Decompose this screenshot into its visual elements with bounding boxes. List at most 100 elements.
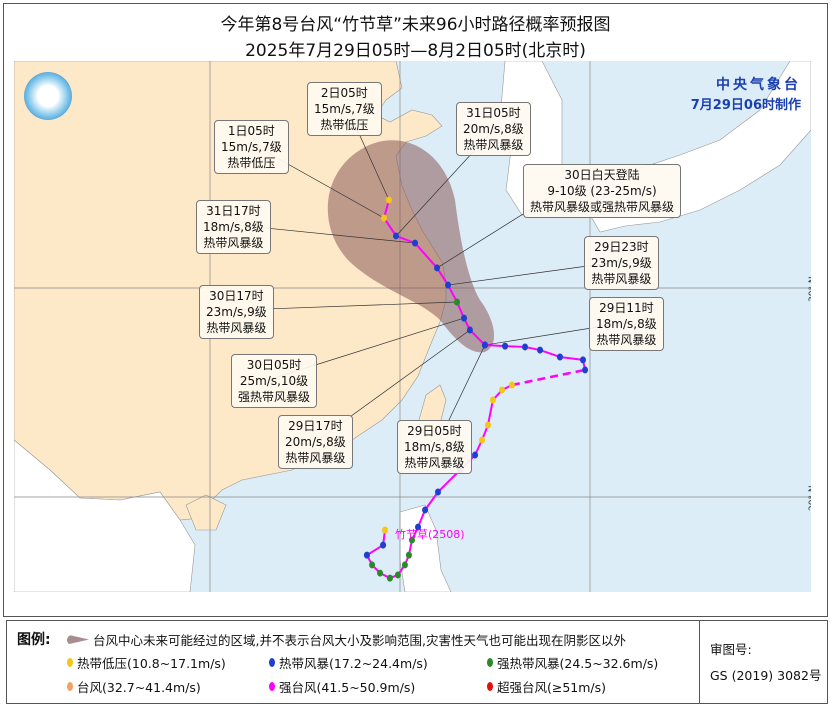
lat-tick-label: 30° N <box>808 276 811 302</box>
track-segment <box>414 242 438 269</box>
track-point <box>479 436 486 444</box>
leader-line <box>238 301 458 311</box>
map-subtitle: 2025年7月29日05时—8月2日05时(北京时) <box>245 41 586 61</box>
label-line: 30日17时 <box>209 289 264 303</box>
track-point <box>422 506 429 514</box>
label-line: 29日05时 <box>407 424 462 438</box>
forecast-point-label: 29日11时 18m/s,8级 热带风暴级 <box>589 297 664 351</box>
track-point <box>502 342 509 350</box>
label-line: 15m/s,7级 <box>314 102 375 116</box>
forecast-point-label: 30日05时 25m/s,10级 强热带风暴级 <box>231 354 318 408</box>
track-segment <box>366 544 384 556</box>
track-point <box>466 326 473 334</box>
track-point <box>454 298 460 306</box>
track-point <box>582 366 589 374</box>
label-line: 热带低压 <box>320 118 369 132</box>
track-point <box>484 421 491 429</box>
track-point <box>537 346 544 354</box>
label-line: 31日17时 <box>206 204 261 218</box>
track-segment <box>539 349 561 358</box>
southeast-asia-land <box>14 439 196 592</box>
forecast-point-label: 31日17时 18m/s,8级 热带风暴级 <box>196 200 271 254</box>
typhoon-name-label: 竹节草(2508) <box>395 528 465 541</box>
cone-swatch-icon <box>67 634 89 645</box>
track-point <box>445 281 452 289</box>
label-line: 强热带风暴级 <box>238 390 311 404</box>
intensity-dot-icon <box>67 658 73 667</box>
label-line: 31日05时 <box>466 106 521 120</box>
forecast-point-label: 2日05时 15m/s,7级 热带低压 <box>307 82 382 136</box>
legend-item: 热带低压(10.8~17.1m/s) <box>67 653 226 672</box>
legend-item: 台风(32.7~41.4m/s) <box>67 677 201 696</box>
track-point <box>401 561 408 569</box>
label-line: 23m/s,9级 <box>206 305 267 319</box>
label-line: 20m/s,8级 <box>285 435 346 449</box>
track-point <box>369 561 376 569</box>
label-line: 热带风暴级 <box>596 333 657 347</box>
intensity-dot-icon <box>269 682 275 691</box>
track-segment <box>383 217 397 237</box>
track-point <box>415 523 422 531</box>
issue-time: 7月29日06时制作 <box>690 98 801 113</box>
label-line: 30日白天登陆 <box>564 168 640 182</box>
intensity-dot-icon <box>487 658 493 667</box>
label-line: 29日11时 <box>599 301 654 315</box>
track-point <box>381 526 388 534</box>
label-line: 20m/s,8级 <box>463 122 524 136</box>
legend-cone: 台风中心未来可能经过的区域,并不表示台风大小及影响范围,灾害性天气也可能出现在阴… <box>67 630 626 649</box>
track-point <box>435 488 441 496</box>
track-point <box>461 314 468 322</box>
forecast-point-label: 30日白天登陆 9-10级 (23-25m/s) 热带风暴级或强热带风暴级 <box>523 164 682 218</box>
legend-item: 热带风暴(17.2~24.4m/s) <box>269 653 428 672</box>
label-line: 热带风暴级 <box>206 321 267 335</box>
track-point <box>499 386 506 394</box>
legend-item-label: 热带低压(10.8~17.1m/s) <box>77 656 226 671</box>
intensity-dot-icon <box>487 682 493 691</box>
track-point <box>412 239 419 247</box>
legend-item-label: 超强台风(≥51m/s) <box>497 680 607 695</box>
agency-name: 中央气象台 <box>716 77 801 93</box>
legend-item: 超强台风(≥51m/s) <box>487 677 606 696</box>
map-canvas: 100° E110° E120° E130° E140° E30° N20° N <box>14 61 811 592</box>
label-line: 热带风暴级 <box>591 272 652 286</box>
track-point <box>522 343 529 351</box>
cma-logo <box>24 72 72 120</box>
label-line: 29日17时 <box>288 419 343 433</box>
forecast-point-label: 1日05时 15m/s,7级 热带低压 <box>214 120 289 174</box>
label-line: 热带低压 <box>227 156 276 170</box>
track-point <box>386 574 393 582</box>
track-point <box>381 214 388 222</box>
track-point <box>408 536 415 544</box>
legend-item-label: 强热带风暴(24.5~32.6m/s) <box>497 656 659 671</box>
label-line: 热带风暴级或强热带风暴级 <box>530 200 675 214</box>
track-segment <box>559 355 584 361</box>
track-point <box>472 451 479 459</box>
label-line: 2日05时 <box>320 86 368 100</box>
track-point <box>393 232 400 240</box>
label-line: 25m/s,10级 <box>239 374 309 388</box>
legend-cone-text: 台风中心未来可能经过的区域,并不表示台风大小及影响范围,灾害性天气也可能出现在阴… <box>93 633 626 648</box>
track-point <box>481 341 488 349</box>
label-line: 18m/s,8级 <box>404 440 465 454</box>
track-point <box>363 551 370 559</box>
legend: 图例: 台风中心未来可能经过的区域,并不表示台风大小及影响范围,灾害性天气也可能… <box>6 620 828 704</box>
track-segment <box>395 235 416 245</box>
track-segment <box>486 399 494 426</box>
track-point <box>380 541 387 549</box>
map-title: 今年第8号台风“竹节草”未来96小时路径概率预报图 <box>220 15 611 35</box>
approval-label: 审图号: <box>710 642 752 657</box>
track-segment <box>436 267 449 286</box>
legend-item: 强台风(41.5~50.9m/s) <box>269 677 415 696</box>
legend-item-label: 强台风(41.5~50.9m/s) <box>279 680 416 695</box>
track-point <box>385 196 392 204</box>
track-segment <box>484 344 506 348</box>
axis-labels: 100° E110° E120° E130° E140° E30° N20° N <box>808 276 811 511</box>
track-point <box>489 396 496 404</box>
forecast-point-label: 29日23时 23m/s,9级 热带风暴级 <box>584 236 659 290</box>
label-line: 1日05时 <box>227 124 275 138</box>
intensity-dot-icon <box>269 658 275 667</box>
track-segment <box>505 345 526 348</box>
track-point <box>579 356 586 364</box>
forecast-point-label: 31日05时 20m/s,8级 热带风暴级 <box>456 102 531 156</box>
